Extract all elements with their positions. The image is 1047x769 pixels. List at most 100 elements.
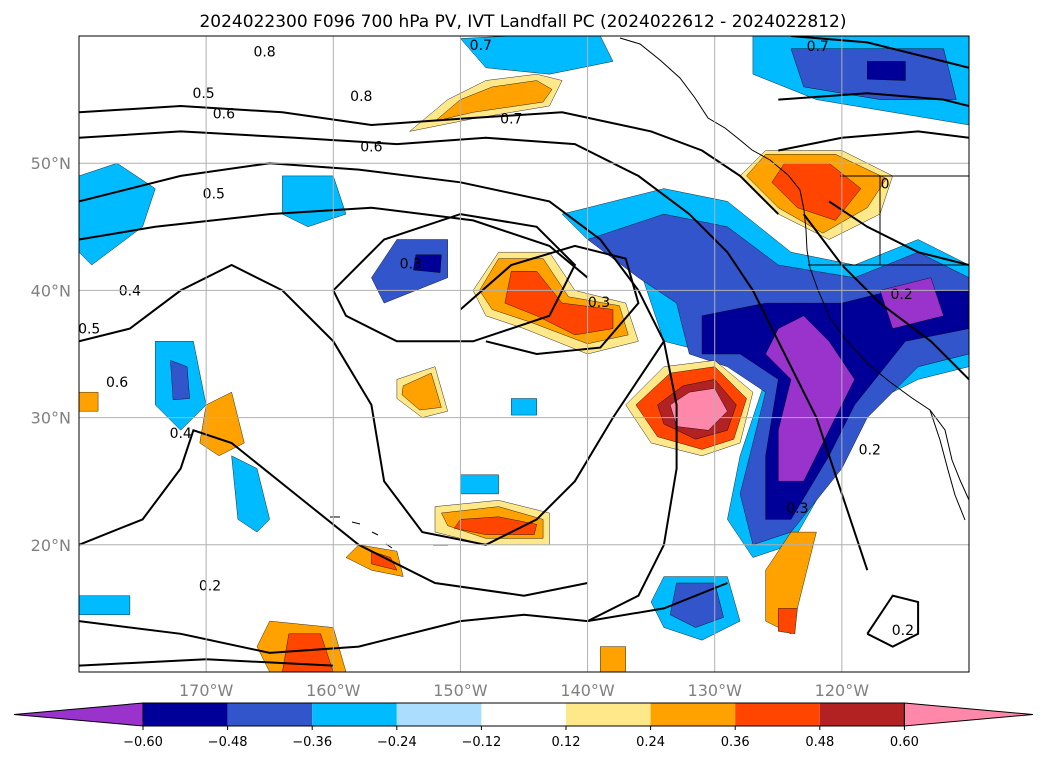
pv-contour-line xyxy=(790,36,969,69)
pv-contour-label: 0.7 xyxy=(500,112,522,128)
pv-contour-line xyxy=(79,263,665,546)
ivt-shade-region xyxy=(79,392,99,412)
pv-contour-label: 0.6 xyxy=(213,107,235,123)
longitude-labels: 170°W 160°W 150°W 140°W 130°W 120°W xyxy=(179,681,869,700)
pv-contour-line xyxy=(79,206,589,279)
latitude-label: 30°N xyxy=(31,409,71,428)
pv-contour-label: 0.5 xyxy=(78,322,100,338)
colorbar-tick-label: 0.12 xyxy=(552,735,581,750)
graticule xyxy=(79,36,969,672)
latitude-label: 40°N xyxy=(31,281,71,300)
state-border xyxy=(808,175,969,266)
ivt-shade-region xyxy=(231,455,270,533)
colorbar-tick-label: −0.36 xyxy=(292,735,332,750)
pv-contour-label: 0.8 xyxy=(253,44,275,60)
ivt-shade-region xyxy=(460,36,614,75)
ivt-shade-region xyxy=(371,551,398,571)
pv-contour-label: 0.2 xyxy=(890,287,912,303)
colorbar-swatch xyxy=(819,703,905,726)
colorbar-swatch xyxy=(227,703,313,726)
baja-coastline xyxy=(929,409,966,521)
ivt-shade-region xyxy=(867,61,906,81)
colorbar-extend-max xyxy=(903,702,1034,727)
pv-contour-label: 0.5 xyxy=(192,86,214,102)
map-frame xyxy=(78,35,970,673)
ivt-shade-region xyxy=(434,80,553,122)
ivt-shade-region xyxy=(413,254,442,273)
longitude-label: 150°W xyxy=(433,681,488,700)
ivt-shade-region xyxy=(504,271,614,336)
colorbar-swatch xyxy=(735,703,820,726)
colorbar-tick-label: −0.60 xyxy=(123,735,163,750)
pv-contour-label: 0.3 xyxy=(588,295,610,311)
ivt-shade-region xyxy=(778,608,798,634)
pv-contour-label: 0.7 xyxy=(807,39,829,55)
pv-contour-line xyxy=(802,213,969,381)
pv-contour-line xyxy=(778,92,969,107)
colorbar-tick-label: 0.24 xyxy=(636,735,665,750)
longitude-label: 160°W xyxy=(306,681,361,700)
pv-contours xyxy=(79,36,969,667)
ivt-shade-region xyxy=(460,474,499,495)
ivt-shade-region xyxy=(282,633,334,672)
pv-contour-label: 0.2 xyxy=(892,623,914,639)
pv-contour-label: 0.4 xyxy=(119,283,141,299)
longitude-label: 130°W xyxy=(688,681,743,700)
north-america-coastline xyxy=(619,37,969,501)
pv-contour-label: 0.7 xyxy=(470,38,492,54)
ivt-shade-region xyxy=(600,646,626,672)
ivt-shade-region xyxy=(401,372,442,411)
longitude-label: 170°W xyxy=(179,681,234,700)
latitude-label: 20°N xyxy=(31,536,71,555)
colorbar-swatch xyxy=(650,703,736,726)
ivt-shade-region xyxy=(79,595,131,615)
pv-contour-labels: 0.8 0.8 0.7 0.7 0.5 0.6 0.7 0.6 0.5 0.3 0.3 0.4 0.5 0… xyxy=(78,38,914,639)
colorbar-extend-min xyxy=(13,702,144,727)
hawaii-islands xyxy=(330,516,448,549)
ivt-shade-region xyxy=(511,398,537,416)
pv-contour-label: 0.2 xyxy=(859,442,881,458)
pv-contour-line xyxy=(778,130,969,152)
pv-contour-label: 0.3 xyxy=(786,501,808,517)
colorbar-frame xyxy=(142,702,905,727)
ivt-shade-region xyxy=(670,582,724,628)
ivt-shade-region xyxy=(282,175,347,228)
pv-contour-label: 0.3 xyxy=(400,257,422,273)
pv-contour-label: 0.8 xyxy=(350,89,372,105)
colorbar-swatch xyxy=(312,703,397,726)
latitude-label: 50°N xyxy=(31,154,71,173)
pv-contour-label: 0.4 xyxy=(170,426,192,442)
pv-contour-label: 0.2 xyxy=(199,579,221,595)
colorbar-swatch xyxy=(566,703,651,726)
pv-contour-label: 0.6 xyxy=(360,140,382,156)
colorbar-tick-label: −0.48 xyxy=(208,735,248,750)
colorbar-tick-label: 0.36 xyxy=(721,735,750,750)
map-panel: 0.8 0.8 0.7 0.7 0.5 0.6 0.7 0.6 0.5 0.3 0.3 0.4 0.5 0… xyxy=(78,35,970,673)
figure-title: 2024022300 F096 700 hPa PV, IVT Landfall… xyxy=(199,12,846,32)
pv-contour-line xyxy=(79,429,588,597)
colorbar-tick-label: 0.60 xyxy=(890,735,919,750)
colorbar-swatch xyxy=(396,703,482,726)
ivt-shade-region xyxy=(170,360,190,400)
ivt-shade-region xyxy=(199,392,245,456)
pv-contour-line xyxy=(828,200,969,266)
longitude-label: 140°W xyxy=(560,681,615,700)
colorbar-tick-label: −0.24 xyxy=(377,735,417,750)
pv-contour-label: 0 xyxy=(881,177,890,193)
pv-contour-label: 0.6 xyxy=(106,375,128,391)
colorbar-tick-label: −0.12 xyxy=(461,735,501,750)
pv-contour-line xyxy=(79,162,678,622)
pv-contour-line xyxy=(79,130,869,571)
pv-contour-line xyxy=(459,244,640,356)
ivt-shade-region xyxy=(765,315,855,482)
colorbar-swatch xyxy=(143,703,228,726)
pv-contour-line xyxy=(866,594,920,648)
colorbar-swatch xyxy=(481,703,566,726)
longitude-label: 120°W xyxy=(815,681,870,700)
coastlines xyxy=(330,37,969,549)
latitude-labels: 50°N 40°N 30°N 20°N xyxy=(31,154,71,555)
colorbar-tick-label: 0.48 xyxy=(805,735,834,750)
pv-contour-label: 0.5 xyxy=(203,187,225,203)
